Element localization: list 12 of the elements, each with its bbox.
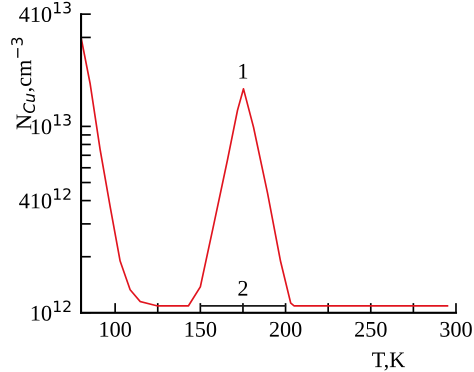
annotation: 1 <box>239 64 248 79</box>
x-tick-label: 250 <box>355 322 387 337</box>
x-axis-title: T,K <box>372 352 406 371</box>
y-tick-label: 10$^{12}$ <box>32 300 71 321</box>
y-tick-label: 410$^{12}$ <box>19 188 71 208</box>
y-tick-label: 410$^{13}$ <box>19 2 71 22</box>
annotation: 2 <box>238 280 248 296</box>
x-tick-label: 150 <box>186 322 216 337</box>
x-tick-label: 100 <box>100 322 131 337</box>
x-tick-label: 200 <box>270 322 302 337</box>
x-tick-label: 300 <box>440 322 472 337</box>
line-series <box>81 36 448 307</box>
